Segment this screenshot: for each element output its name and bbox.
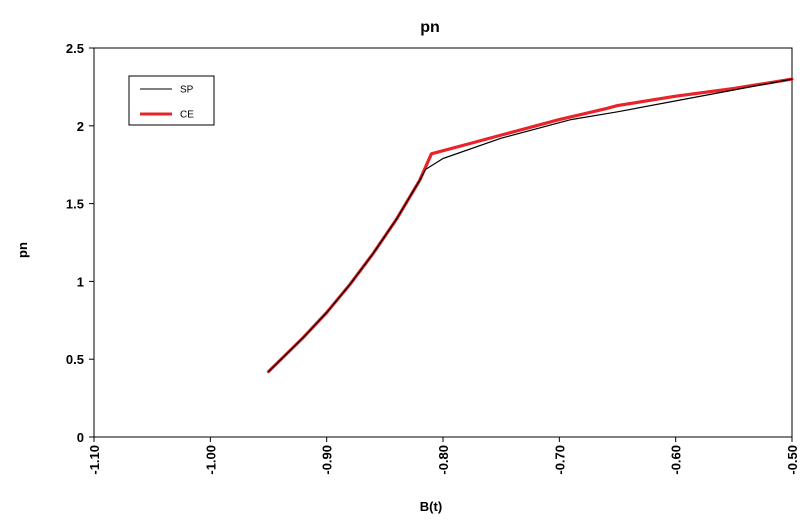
series-line-ce: [266, 77, 794, 374]
series-layer: [266, 77, 794, 374]
chart-title: pn: [420, 19, 440, 36]
x-tick-label: -0.60: [669, 445, 684, 475]
x-axis-label: B(t): [420, 499, 442, 514]
y-axis-label: pn: [15, 242, 30, 258]
y-tick-label: 1: [77, 274, 84, 289]
x-tick-label: -1.00: [203, 445, 218, 475]
series-line-sp: [267, 78, 793, 373]
y-tick-label: 1.5: [66, 197, 84, 212]
x-tick-label: -0.70: [552, 445, 567, 475]
x-axis: -1.10 -1.00 -0.90 -0.80 -0.70 -0.60 -0.50: [87, 437, 800, 475]
x-tick-label: -0.50: [785, 445, 800, 475]
y-tick-label: 0: [77, 430, 84, 445]
plot-area: 0 0.5 1 1.5 2 2.5 -1.10 -1.00 -0.90 -0.80 -0.70 -0…: [66, 41, 800, 475]
y-tick-label: 2: [77, 119, 84, 134]
x-tick-label: -0.90: [320, 445, 335, 475]
y-tick-label: 0.5: [66, 352, 84, 367]
x-tick-label: -1.10: [87, 445, 102, 475]
legend-label-ce: CE: [180, 110, 194, 121]
y-tick-label: 2.5: [66, 41, 84, 56]
legend-box: [128, 75, 215, 126]
legend-label-sp: SP: [180, 85, 194, 96]
x-tick-label: -0.80: [436, 445, 451, 475]
y-axis: 0 0.5 1 1.5 2 2.5: [66, 41, 94, 445]
legend: SP CE: [128, 75, 215, 126]
